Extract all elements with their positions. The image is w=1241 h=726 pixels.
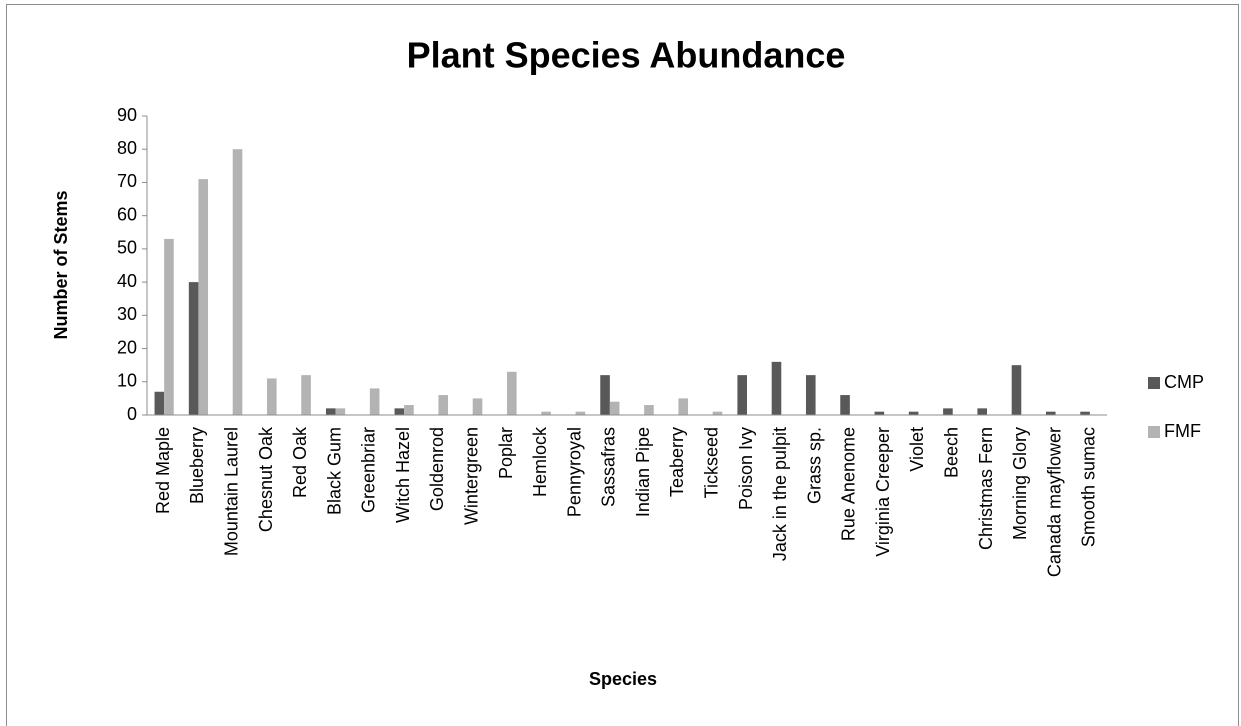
y-tick-label: 0 xyxy=(127,404,137,424)
bar xyxy=(154,391,165,415)
x-tick-label: Grass sp. xyxy=(804,427,824,504)
bar xyxy=(369,388,380,415)
bar xyxy=(335,408,346,415)
x-tick-label: Beech xyxy=(941,427,961,478)
x-tick-label: Pennyroyal xyxy=(564,427,584,517)
y-tick-label: 50 xyxy=(117,238,137,258)
x-axis-title: Species xyxy=(589,669,657,689)
y-axis-title: Number of Stems xyxy=(51,190,71,339)
bar xyxy=(164,238,174,415)
bar xyxy=(840,395,850,415)
x-tick-label: Chesnut Oak xyxy=(256,426,276,532)
bar xyxy=(908,411,919,415)
x-tick-label: Rue Anenome xyxy=(839,427,859,541)
bar xyxy=(188,282,199,415)
x-tick-label: Violet xyxy=(907,427,927,472)
chart-border xyxy=(6,4,1239,726)
bar xyxy=(1080,411,1090,415)
x-tick-label: Canada mayflower xyxy=(1044,427,1064,577)
legend-swatch xyxy=(1148,426,1160,438)
x-tick-label: Christmas Fern xyxy=(976,427,996,550)
legend-swatch xyxy=(1148,377,1160,389)
bar xyxy=(771,361,782,415)
y-tick-label: 70 xyxy=(117,171,137,191)
y-tick-label: 60 xyxy=(117,204,137,224)
bar xyxy=(600,375,610,415)
bar xyxy=(874,411,885,415)
x-tick-label: Greenbriar xyxy=(359,427,379,513)
bar xyxy=(394,408,405,415)
bar xyxy=(507,371,517,415)
bar xyxy=(301,375,311,415)
x-tick-label: Witch Hazel xyxy=(393,427,413,523)
bar xyxy=(575,411,586,415)
x-tick-label: Mountain Laurel xyxy=(221,427,241,556)
bar xyxy=(977,408,987,415)
legend-label: CMP xyxy=(1164,372,1204,392)
y-tick-label: 90 xyxy=(117,105,137,125)
x-tick-label: Smooth sumac xyxy=(1079,427,1099,547)
bar xyxy=(232,149,243,415)
x-tick-label: Indian Pipe xyxy=(633,427,653,517)
legend-label: FMF xyxy=(1164,421,1201,441)
chart-title: Plant Species Abundance xyxy=(407,35,846,76)
x-tick-label: Goldenrod xyxy=(427,427,447,511)
y-tick-label: 20 xyxy=(117,337,137,357)
bar xyxy=(1011,365,1022,415)
x-tick-label: Red Maple xyxy=(153,427,173,514)
bar xyxy=(325,408,336,415)
bar xyxy=(805,375,816,415)
y-tick-label: 80 xyxy=(117,138,137,158)
y-tick-label: 40 xyxy=(117,271,137,291)
bar xyxy=(472,398,483,415)
x-tick-label: Tickseed xyxy=(701,427,721,498)
x-tick-label: Virginia Creeper xyxy=(873,427,893,557)
x-tick-label: Sassafras xyxy=(599,427,619,507)
bar xyxy=(678,398,689,415)
x-tick-label: Jack in the pulpit xyxy=(770,427,790,561)
x-tick-label: Black Gum xyxy=(324,427,344,515)
bar xyxy=(1045,411,1056,415)
bar xyxy=(404,405,414,415)
x-tick-label: Hemlock xyxy=(530,426,550,497)
bar xyxy=(438,395,449,415)
bar xyxy=(737,375,747,415)
bar xyxy=(609,401,620,415)
x-tick-label: Blueberry xyxy=(187,427,207,504)
x-tick-label: Morning Glory xyxy=(1010,427,1030,540)
x-tick-label: Poison Ivy xyxy=(736,427,756,510)
bar xyxy=(943,408,953,415)
x-tick-label: Wintergreen xyxy=(461,427,481,525)
bar xyxy=(712,411,723,415)
y-tick-label: 10 xyxy=(117,371,137,391)
x-tick-label: Teaberry xyxy=(667,427,687,497)
bar xyxy=(644,405,654,415)
bar xyxy=(267,378,277,415)
bar xyxy=(198,179,209,415)
bar xyxy=(541,411,551,415)
y-tick-label: 30 xyxy=(117,304,137,324)
x-tick-label: Poplar xyxy=(496,427,516,479)
x-tick-label: Red Oak xyxy=(290,426,310,498)
